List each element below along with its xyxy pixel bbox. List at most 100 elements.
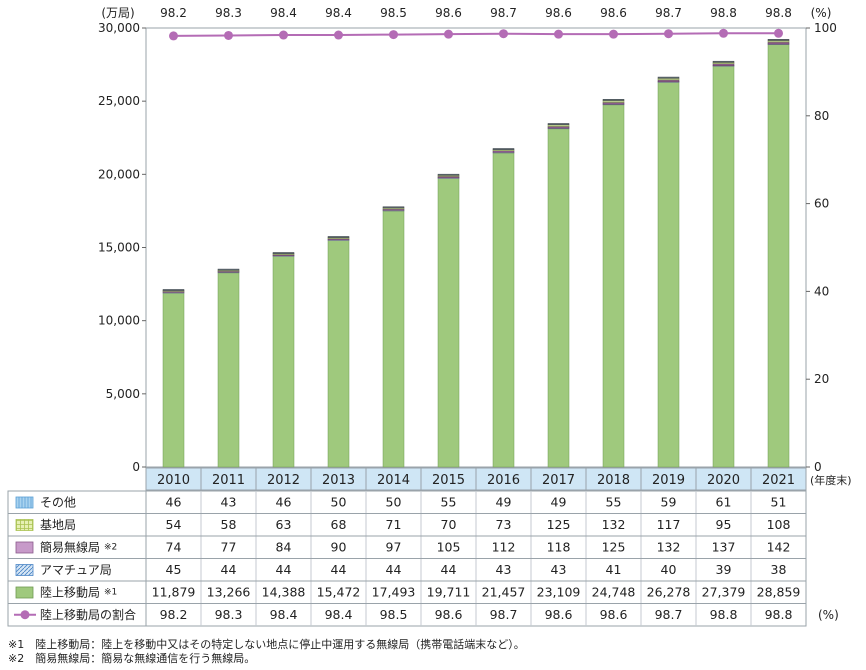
table-cell: 44 xyxy=(441,562,457,577)
x-category-label: 2019 xyxy=(652,473,685,488)
legend-swatch xyxy=(15,564,34,576)
table-cell: 98.6 xyxy=(600,607,628,622)
bar-stack-2012 xyxy=(272,252,295,468)
top-ratio-label: 98.8 xyxy=(710,6,737,20)
bar-segment-陸上移動局 xyxy=(162,292,185,468)
bar-segment-陸上移動局 xyxy=(657,82,680,468)
legend-label: 陸上移動局の割合 xyxy=(40,607,136,622)
line-point xyxy=(279,30,288,40)
plot-area xyxy=(145,27,807,468)
x-category-label: 2012 xyxy=(267,473,300,488)
bar-stack-2019 xyxy=(657,76,680,468)
x-category-label: 2016 xyxy=(487,473,520,488)
x-category-label: 2014 xyxy=(377,473,410,488)
legend-note: ※1 xyxy=(104,587,117,597)
table-cell: 132 xyxy=(602,517,626,532)
top-ratio-label: 98.6 xyxy=(600,6,627,20)
table-cell: 105 xyxy=(437,539,461,554)
table-cell: 71 xyxy=(386,517,402,532)
table-cell: 58 xyxy=(221,517,237,532)
table-cell: 41 xyxy=(606,562,622,577)
table-cell: 97 xyxy=(386,539,402,554)
table-cell: 98.6 xyxy=(435,607,463,622)
x-category-label: 2015 xyxy=(432,473,465,488)
line-point xyxy=(609,29,618,39)
ratio-unit-label: (%) xyxy=(818,608,839,622)
table-cell: 112 xyxy=(492,539,516,554)
x-axis-categories: 2010 2011 2012 2013 2014 2015 2016 2017 2018 2019… xyxy=(157,468,795,490)
x-category-label: 2017 xyxy=(542,473,575,488)
table-cell: 74 xyxy=(166,539,182,554)
line-point xyxy=(169,31,178,41)
y2-tick-label: 0 xyxy=(814,460,822,474)
line-point xyxy=(719,28,728,38)
line-point xyxy=(334,30,343,40)
bar-stack-2018 xyxy=(602,99,625,468)
table-row: 基地局 54 58 63 68 71 70 73 125 132 117 95 108 xyxy=(15,517,791,532)
bar-segment-陸上移動局 xyxy=(547,128,570,468)
table-cell: 108 xyxy=(767,517,791,532)
bar-segment-その他 xyxy=(657,76,680,79)
top-ratio-label: 98.7 xyxy=(655,6,682,20)
table-cell: 98.6 xyxy=(545,607,573,622)
y-tick-label: 0 xyxy=(132,460,140,474)
bar-segment-陸上移動局 xyxy=(217,272,240,468)
table-row: 簡易無線局 ※2 74 77 84 90 97 105 112 118 125 132 137 142 xyxy=(15,539,790,554)
table-cell: 15,472 xyxy=(317,584,361,599)
bar-stack-2010 xyxy=(162,289,185,468)
top-ratio-label: 98.6 xyxy=(545,6,572,20)
bar-stack-2011 xyxy=(217,268,240,468)
table-cell: 95 xyxy=(716,517,732,532)
bar-segment-その他 xyxy=(602,99,625,101)
table-cell: 27,379 xyxy=(702,584,746,599)
table-cell: 49 xyxy=(551,494,567,509)
table-cell: 23,109 xyxy=(537,584,581,599)
y2-tick-label: 40 xyxy=(814,284,829,298)
table-row: アマチュア局 45 44 44 44 44 44 43 43 41 40 39 38 xyxy=(15,562,786,577)
bar-stack-2013 xyxy=(327,236,350,468)
y-tick-label: 10,000 xyxy=(98,314,140,328)
bar-stack-2014 xyxy=(382,206,405,468)
bar-stack-2016 xyxy=(492,148,515,468)
table-cell: 61 xyxy=(716,494,732,509)
bar-segment-簡易無線局 xyxy=(712,63,735,67)
y2-axis-unit-label: (%) xyxy=(811,6,832,20)
table-cell: 137 xyxy=(712,539,736,554)
top-ratio-label: 98.4 xyxy=(325,6,352,20)
table-cell: 39 xyxy=(716,562,732,577)
table-cell: 44 xyxy=(331,562,347,577)
bar-segment-陸上移動局 xyxy=(382,210,405,468)
y2-tick-label: 60 xyxy=(814,197,829,211)
top-ratio-label: 98.3 xyxy=(215,6,242,20)
x-category-label: 2018 xyxy=(597,473,630,488)
x-category-label: 2010 xyxy=(157,473,190,488)
bar-segment-その他 xyxy=(272,252,295,254)
legend-label: 簡易無線局 xyxy=(40,539,100,554)
bar-segment-その他 xyxy=(437,173,460,176)
table-cell: 98.7 xyxy=(655,607,683,622)
table-cell: 21,457 xyxy=(482,584,526,599)
legend-marker xyxy=(20,610,30,620)
y-axis-left: 0 5,000 10,000 15,000 20,000 25,000 30,000 xyxy=(98,21,146,474)
y-axis-right: 0 20 40 60 80 100 xyxy=(806,21,837,474)
table-cell: 90 xyxy=(331,539,347,554)
line-points xyxy=(169,28,783,41)
table-row: その他 46 43 46 50 50 55 49 49 55 59 61 51 xyxy=(15,494,786,509)
bar-stack-2020 xyxy=(712,60,735,468)
table-cell: 118 xyxy=(547,539,571,554)
bar-segment-その他 xyxy=(162,289,185,291)
y2-tick-label: 80 xyxy=(814,109,829,123)
table-cell: 46 xyxy=(166,494,182,509)
table-cell: 55 xyxy=(606,494,622,509)
table-cell: 98.3 xyxy=(215,607,243,622)
table-cell: 125 xyxy=(602,539,626,554)
bar-segment-その他 xyxy=(217,268,240,271)
table-cell: 132 xyxy=(657,539,681,554)
table-cell: 117 xyxy=(657,517,681,532)
bar-segment-基地局 xyxy=(547,124,570,127)
table-cell: 98.5 xyxy=(380,607,408,622)
table-cell: 55 xyxy=(441,494,457,509)
table-cell: 50 xyxy=(331,494,347,509)
y-axis-unit-label: (万局) xyxy=(101,6,134,20)
